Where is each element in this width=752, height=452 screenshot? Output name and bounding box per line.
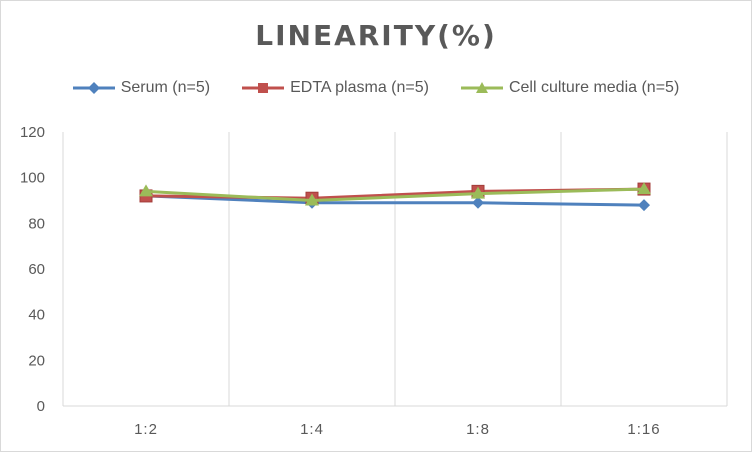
series-line-0 (145, 194, 645, 207)
y-tick-label: 0 (37, 398, 45, 415)
y-tick-label: 100 (20, 170, 45, 187)
data-point-triangle (305, 193, 319, 206)
legend-triangle-icon (475, 82, 488, 93)
series-line-2 (145, 187, 645, 202)
legend-item-cell-culture-media: Cell culture media (n=5) (460, 79, 680, 97)
legend-label-serum: Serum (n=5) (120, 79, 211, 96)
y-tick-label: 60 (28, 261, 45, 278)
y-tick-label: 80 (28, 215, 45, 232)
chart-title: LINEARITY(%) (255, 19, 497, 52)
legend-marker-square (242, 83, 285, 93)
legend: Serum (n=5) EDTA plasma (n=5) Cell cultu… (1, 79, 751, 97)
x-tick-label: 1:8 (466, 421, 490, 438)
legend-label-edta-plasma: EDTA plasma (n=5) (290, 79, 429, 96)
legend-diamond-icon (87, 82, 100, 94)
x-tick-label: 1:4 (300, 421, 324, 438)
x-tick-label: 1:2 (134, 421, 158, 438)
data-point-triangle (139, 184, 153, 197)
y-tick-label: 120 (20, 124, 45, 141)
data-point-diamond (472, 196, 484, 209)
y-tick-label: 20 (28, 352, 45, 369)
data-point-diamond (638, 199, 650, 212)
legend-marker-diamond (72, 82, 115, 94)
data-point-triangle (637, 182, 651, 195)
data-point-triangle (471, 186, 485, 199)
x-tick-label: 1:16 (627, 421, 660, 438)
legend-item-edta-plasma: EDTA plasma (n=5) (242, 79, 429, 97)
legend-item-serum: Serum (n=5) (72, 79, 211, 97)
legend-label-cell-culture-media: Cell culture media (n=5) (508, 79, 680, 96)
legend-marker-triangle (460, 82, 503, 93)
legend-square-icon (258, 83, 269, 93)
y-tick-label: 40 (28, 307, 45, 324)
